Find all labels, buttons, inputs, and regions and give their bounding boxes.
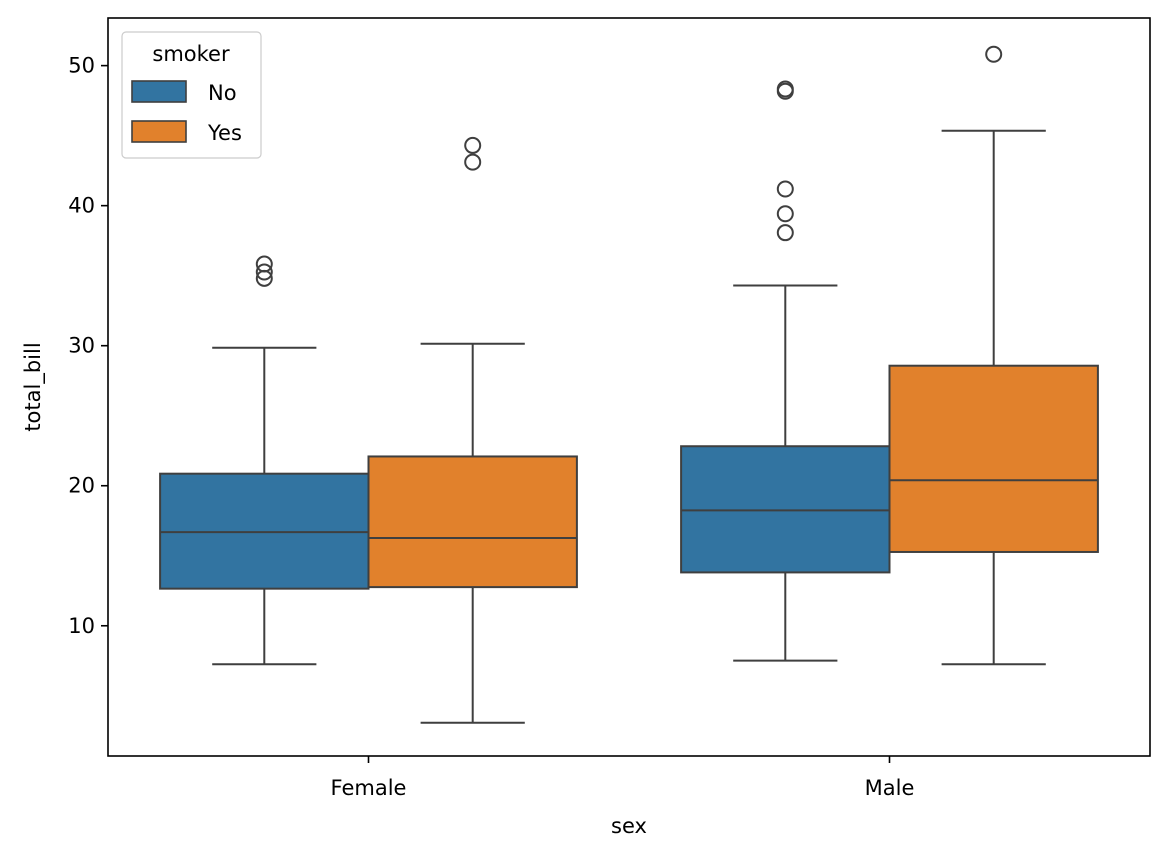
outlier-point	[464, 153, 482, 171]
y-tick-label: 20	[68, 474, 95, 498]
plot-area	[159, 45, 1099, 724]
box-no-male	[680, 80, 891, 662]
box-no-female	[159, 255, 370, 666]
x-tick-label: Male	[865, 776, 915, 800]
y-tick-label: 50	[68, 54, 95, 78]
y-tick-label: 40	[68, 194, 95, 218]
legend-swatch-no	[131, 80, 187, 103]
x-axis-label: sex	[611, 814, 647, 838]
outlier-point	[776, 82, 794, 100]
outlier-point	[776, 224, 794, 242]
legend-label-yes: Yes	[207, 121, 242, 145]
x-axis: Female Male	[331, 756, 915, 800]
outlier-point	[464, 136, 482, 154]
y-tick-label: 10	[68, 614, 95, 638]
legend-title: smoker	[152, 42, 230, 66]
box-yes-male	[888, 45, 1099, 666]
legend: smoker No Yes	[121, 31, 262, 159]
x-tick-label: Female	[331, 776, 407, 800]
y-tick-label: 30	[68, 334, 95, 358]
outlier-point	[776, 205, 794, 223]
box-body	[367, 455, 578, 589]
box-yes-female	[367, 136, 578, 724]
outlier-point	[255, 263, 273, 281]
box-body	[888, 364, 1099, 553]
y-axis: 10 20 30 40 50	[68, 54, 108, 638]
outlier-point	[255, 269, 273, 287]
legend-label-no: No	[208, 81, 237, 105]
outlier-point	[776, 180, 794, 198]
legend-swatch-yes	[131, 120, 187, 143]
y-axis-label: total_bill	[21, 342, 46, 431]
axes-frame	[107, 17, 1151, 757]
outlier-point	[985, 45, 1003, 63]
box-body	[680, 445, 891, 574]
